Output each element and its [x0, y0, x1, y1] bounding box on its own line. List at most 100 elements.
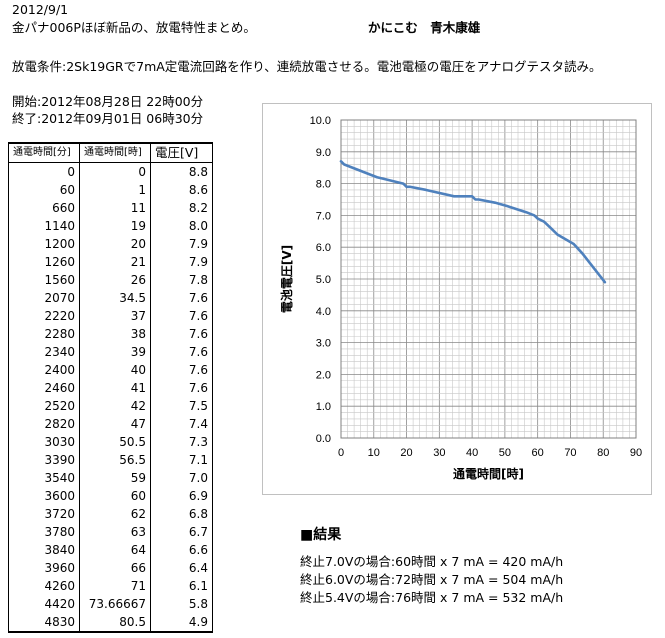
cell-minutes: 2460: [8, 379, 80, 397]
cell-hours: 59: [79, 469, 151, 487]
table-row: 3390 56.5 7.1: [8, 451, 213, 469]
discharge-condition: 放電条件:2Sk19GRで7mA定電流回路を作り、連続放電させる。電池電極の電圧…: [12, 59, 602, 74]
cell-minutes: 1260: [8, 253, 80, 271]
table-row: 3840 64 6.6: [8, 541, 213, 559]
cell-hours: 50.5: [79, 433, 151, 451]
cell-voltage: 7.6: [150, 289, 213, 307]
x-tick-label: 50: [499, 447, 511, 459]
results-heading: ■結果: [300, 527, 342, 543]
cell-voltage: 8.2: [150, 199, 213, 217]
cell-hours: 0: [79, 162, 151, 181]
cell-hours: 64: [79, 541, 151, 559]
table-row: 1140 19 8.0: [8, 217, 213, 235]
cell-voltage: 6.6: [150, 541, 213, 559]
plot-area-border: [340, 119, 637, 439]
cell-hours: 73.66667: [79, 595, 151, 613]
cell-voltage: 7.5: [150, 397, 213, 415]
cell-hours: 20: [79, 235, 151, 253]
cell-voltage: 7.0: [150, 469, 213, 487]
cell-voltage: 6.1: [150, 577, 213, 595]
table-row: 0 0 8.8: [8, 162, 213, 181]
table-row: 2400 40 7.6: [8, 361, 213, 379]
cell-hours: 47: [79, 415, 151, 433]
cell-voltage: 5.8: [150, 595, 213, 613]
cell-minutes: 3720: [8, 505, 80, 523]
table-row: 3720 62 6.8: [8, 505, 213, 523]
x-tick-label: 60: [532, 447, 544, 459]
cell-hours: 71: [79, 577, 151, 595]
x-tick-label: 70: [564, 447, 576, 459]
cell-minutes: 4420: [8, 595, 80, 613]
table-row: 2340 39 7.6: [8, 343, 213, 361]
cell-hours: 11: [79, 199, 151, 217]
discharge-data-table: 通電時間[分] 通電時間[時] 電圧[V] 0 0 8.8 60 1 8.6 660 11 8.…: [8, 142, 213, 633]
voltage-series-line: [339, 160, 607, 284]
cell-minutes: 3780: [8, 523, 80, 541]
result-line-7v: 終止7.0Vの場合:60時間 x 7 mA = 420 mA/h: [300, 554, 564, 569]
cell-hours: 66: [79, 559, 151, 577]
end-time: 終了:2012年09月01日 06時30分: [12, 111, 204, 126]
cell-minutes: 1560: [8, 271, 80, 289]
cell-voltage: 7.6: [150, 325, 213, 343]
table-row: 1200 20 7.9: [8, 235, 213, 253]
cell-voltage: 7.6: [150, 379, 213, 397]
cell-hours: 80.5: [79, 613, 151, 633]
y-tick-label: 5.0: [316, 274, 331, 286]
cell-minutes: 1200: [8, 235, 80, 253]
cell-minutes: 2070: [8, 289, 80, 307]
cell-hours: 19: [79, 217, 151, 235]
cell-voltage: 6.8: [150, 505, 213, 523]
cell-voltage: 7.6: [150, 361, 213, 379]
cell-minutes: 2820: [8, 415, 80, 433]
cell-hours: 42: [79, 397, 151, 415]
cell-voltage: 7.1: [150, 451, 213, 469]
table-row: 2820 47 7.4: [8, 415, 213, 433]
cell-voltage: 6.7: [150, 523, 213, 541]
cell-voltage: 7.6: [150, 343, 213, 361]
column-header-hours: 通電時間[時]: [79, 142, 151, 163]
discharge-chart: 0.0 1.0 2.0 3.0 4.0 5.0 6.0 7.0 8.0 9.0 10.0 0 10 20 3…: [262, 103, 652, 495]
cell-minutes: 2520: [8, 397, 80, 415]
table-row: 2460 41 7.6: [8, 379, 213, 397]
x-tick-label: 40: [466, 447, 478, 459]
table-row: 2070 34.5 7.6: [8, 289, 213, 307]
y-tick-label: 8.0: [316, 179, 331, 191]
cell-hours: 39: [79, 343, 151, 361]
result-line-5-4v: 終止5.4Vの場合:76時間 x 7 mA = 532 mA/h: [300, 590, 564, 605]
cell-minutes: 60: [8, 181, 80, 199]
cell-voltage: 8.8: [150, 162, 213, 181]
column-header-voltage: 電圧[V]: [150, 142, 213, 163]
cell-minutes: 3540: [8, 469, 80, 487]
table-row: 2220 37 7.6: [8, 307, 213, 325]
x-tick-label: 10: [368, 447, 380, 459]
y-tick-label: 0.0: [316, 433, 331, 445]
y-tick-label: 1.0: [316, 401, 331, 413]
cell-voltage: 6.4: [150, 559, 213, 577]
cell-minutes: 2340: [8, 343, 80, 361]
table-row: 2280 38 7.6: [8, 325, 213, 343]
cell-voltage: 6.9: [150, 487, 213, 505]
table-row: 4260 71 6.1: [8, 577, 213, 595]
x-tick-label: 80: [597, 447, 609, 459]
table-row: 3960 66 6.4: [8, 559, 213, 577]
x-tick-label: 20: [400, 447, 412, 459]
cell-hours: 38: [79, 325, 151, 343]
cell-hours: 34.5: [79, 289, 151, 307]
cell-hours: 63: [79, 523, 151, 541]
table-row: 3600 60 6.9: [8, 487, 213, 505]
y-tick-label: 6.0: [316, 242, 331, 254]
cell-hours: 1: [79, 181, 151, 199]
cell-hours: 37: [79, 307, 151, 325]
y-axis-title: 電池電圧[V]: [279, 245, 294, 313]
cell-hours: 26: [79, 271, 151, 289]
cell-voltage: 7.6: [150, 307, 213, 325]
y-tick-label: 4.0: [316, 306, 331, 318]
y-tick-label: 10.0: [310, 115, 331, 127]
table-row: 60 1 8.6: [8, 181, 213, 199]
y-tick-label: 9.0: [316, 147, 331, 159]
cell-minutes: 4260: [8, 577, 80, 595]
chart-canvas: 0.0 1.0 2.0 3.0 4.0 5.0 6.0 7.0 8.0 9.0 10.0 0 10 20 3…: [279, 115, 642, 481]
cell-voltage: 8.6: [150, 181, 213, 199]
cell-minutes: 3960: [8, 559, 80, 577]
start-time: 開始:2012年08月28日 22時00分: [12, 94, 204, 109]
